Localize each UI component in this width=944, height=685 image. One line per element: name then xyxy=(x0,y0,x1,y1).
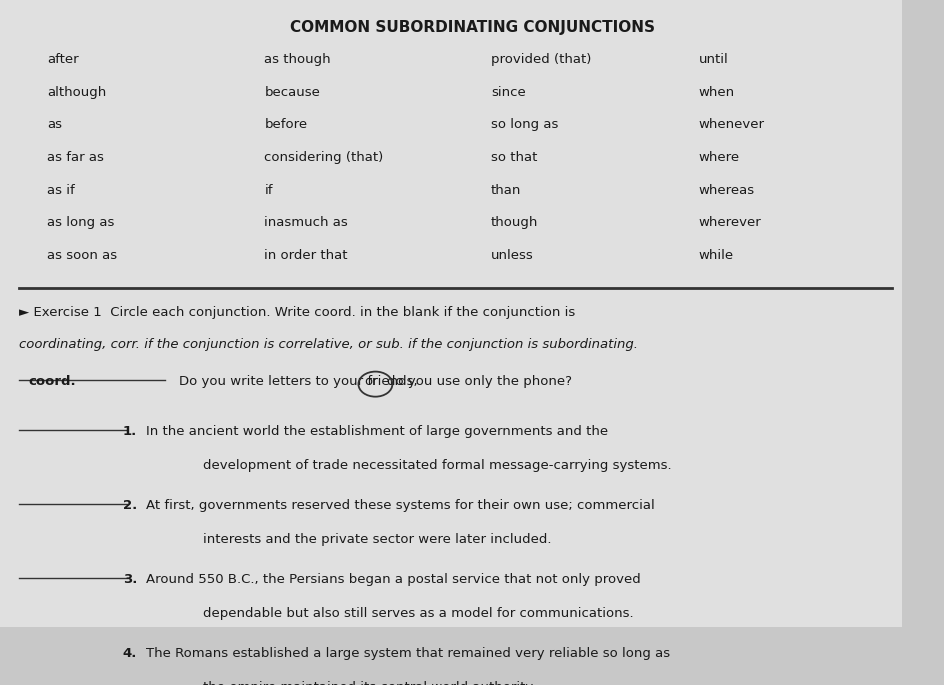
Text: as though: as though xyxy=(264,53,331,66)
Text: coord.: coord. xyxy=(28,375,76,388)
Text: wherever: wherever xyxy=(699,216,761,229)
Text: unless: unless xyxy=(491,249,533,262)
Text: 3.: 3. xyxy=(123,573,137,586)
Text: when: when xyxy=(699,86,734,99)
Text: after: after xyxy=(47,53,79,66)
Text: in order that: in order that xyxy=(264,249,347,262)
Text: because: because xyxy=(264,86,320,99)
Text: the empire maintained its central world authority.: the empire maintained its central world … xyxy=(203,680,535,685)
Text: COMMON SUBORDINATING CONJUNCTIONS: COMMON SUBORDINATING CONJUNCTIONS xyxy=(290,20,654,35)
Text: dependable but also still serves as a model for communications.: dependable but also still serves as a mo… xyxy=(203,607,633,620)
Text: so long as: so long as xyxy=(491,119,558,132)
Text: before: before xyxy=(264,119,308,132)
Text: The Romans established a large system that remained very reliable so long as: The Romans established a large system th… xyxy=(146,647,670,660)
Text: do you use only the phone?: do you use only the phone? xyxy=(387,375,572,388)
Text: considering (that): considering (that) xyxy=(264,151,383,164)
Text: whereas: whereas xyxy=(699,184,754,197)
Text: Do you write letters to your friends,: Do you write letters to your friends, xyxy=(179,375,422,388)
Text: or: or xyxy=(364,375,378,388)
Text: At first, governments reserved these systems for their own use; commercial: At first, governments reserved these sys… xyxy=(146,499,655,512)
Text: if: if xyxy=(264,184,273,197)
Text: so that: so that xyxy=(491,151,537,164)
Text: inasmuch as: inasmuch as xyxy=(264,216,348,229)
Text: while: while xyxy=(699,249,733,262)
Text: ► Exercise 1  Circle each conjunction. Write coord. in the blank if the conjunct: ► Exercise 1 Circle each conjunction. Wr… xyxy=(19,306,575,319)
Text: than: than xyxy=(491,184,521,197)
Text: coordinating, corr. if the conjunction is correlative, or sub. if the conjunctio: coordinating, corr. if the conjunction i… xyxy=(19,338,638,351)
Text: although: although xyxy=(47,86,107,99)
Text: until: until xyxy=(699,53,729,66)
Text: 2.: 2. xyxy=(123,499,137,512)
Text: In the ancient world the establishment of large governments and the: In the ancient world the establishment o… xyxy=(146,425,609,438)
Text: as if: as if xyxy=(47,184,75,197)
Text: provided (that): provided (that) xyxy=(491,53,591,66)
Text: since: since xyxy=(491,86,526,99)
Text: whenever: whenever xyxy=(699,119,765,132)
Text: where: where xyxy=(699,151,740,164)
Text: as: as xyxy=(47,119,62,132)
Text: 1.: 1. xyxy=(123,425,137,438)
Text: development of trade necessitated formal message-carrying systems.: development of trade necessitated formal… xyxy=(203,459,671,472)
Text: as far as: as far as xyxy=(47,151,104,164)
Text: though: though xyxy=(491,216,538,229)
Text: as soon as: as soon as xyxy=(47,249,117,262)
Text: Around 550 B.C., the Persians began a postal service that not only proved: Around 550 B.C., the Persians began a po… xyxy=(146,573,641,586)
Text: 4.: 4. xyxy=(123,647,137,660)
Text: as long as: as long as xyxy=(47,216,114,229)
Text: interests and the private sector were later included.: interests and the private sector were la… xyxy=(203,533,551,546)
FancyBboxPatch shape xyxy=(0,0,902,627)
